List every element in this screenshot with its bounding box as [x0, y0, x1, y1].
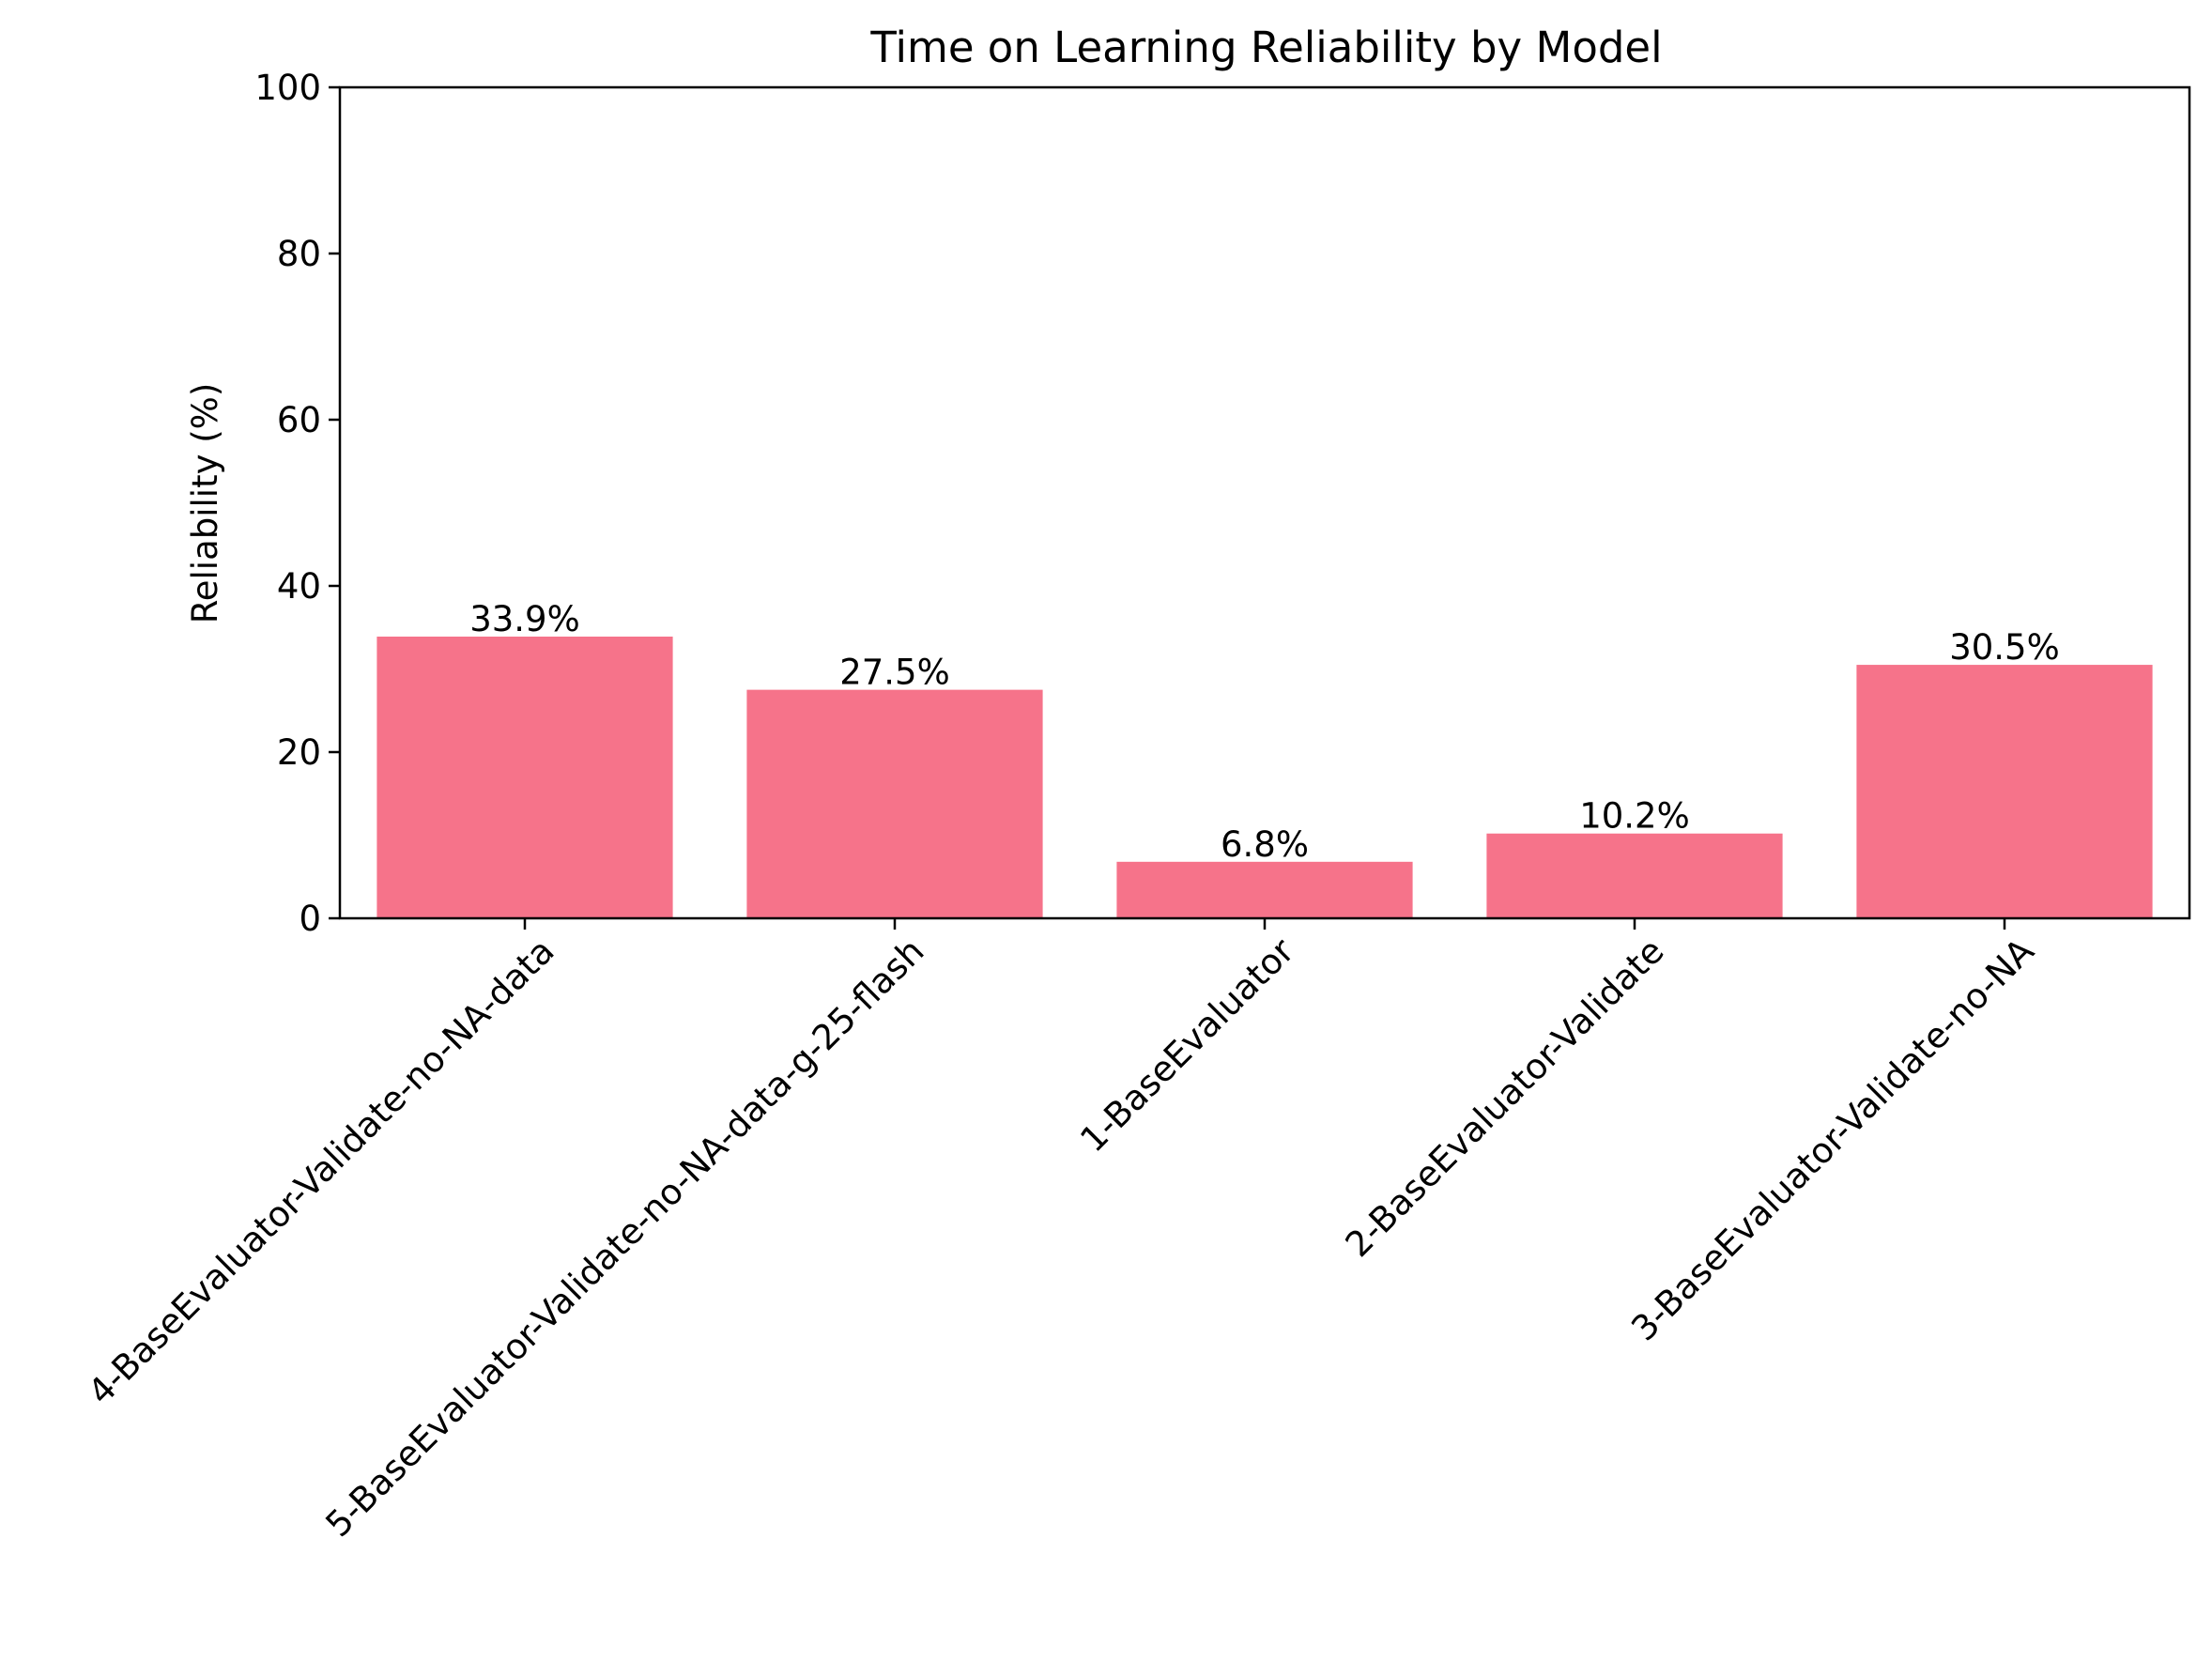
- bar-4: [1486, 833, 1783, 918]
- bar-5: [1856, 665, 2153, 918]
- y-axis-label: Reliability (%): [185, 383, 225, 624]
- x-tick-label: 4-BaseEvaluator-Validate-no-NA-data: [80, 930, 561, 1412]
- y-tick-label: 0: [299, 899, 321, 939]
- x-tick-label: 1-BaseEvaluator: [1072, 930, 1302, 1161]
- bar-1: [376, 636, 673, 918]
- x-tick-label: 3-BaseEvaluator-Validate-no-NA: [1623, 930, 2041, 1348]
- x-tick-label: 5-BaseEvaluator-Validate-no-NA-data-g-25…: [318, 930, 932, 1545]
- bar-value-label: 27.5%: [839, 653, 950, 693]
- y-ticks-layer: 0 20 40 60 80 100: [254, 68, 340, 939]
- plot-area-frame: [338, 85, 2191, 920]
- bar-value-label: 33.9%: [469, 599, 580, 639]
- y-tick-label: 40: [277, 566, 321, 607]
- bar-value-label: 10.2%: [1579, 796, 1690, 837]
- chart-title: Time on Learning Reliability by Model: [869, 23, 1662, 72]
- bar-value-label: 30.5%: [1949, 627, 2060, 668]
- bar-value-label: 6.8%: [1221, 824, 1309, 865]
- y-tick-label: 20: [277, 732, 321, 773]
- bar-3: [1116, 861, 1413, 918]
- x-tick-label: 2-BaseEvaluator-Validate: [1338, 930, 1672, 1265]
- y-tick-label: 100: [254, 68, 321, 108]
- y-tick-label: 60: [277, 400, 321, 440]
- x-ticks-layer: 4-BaseEvaluator-Validate-no-NA-data5-Bas…: [80, 918, 2042, 1545]
- value-labels-layer: 33.9% 27.5% 6.8% 10.2% 30.5%: [469, 599, 2060, 865]
- y-tick-label: 80: [277, 234, 321, 274]
- bars-layer: [376, 636, 2153, 918]
- bar-2: [746, 689, 1043, 918]
